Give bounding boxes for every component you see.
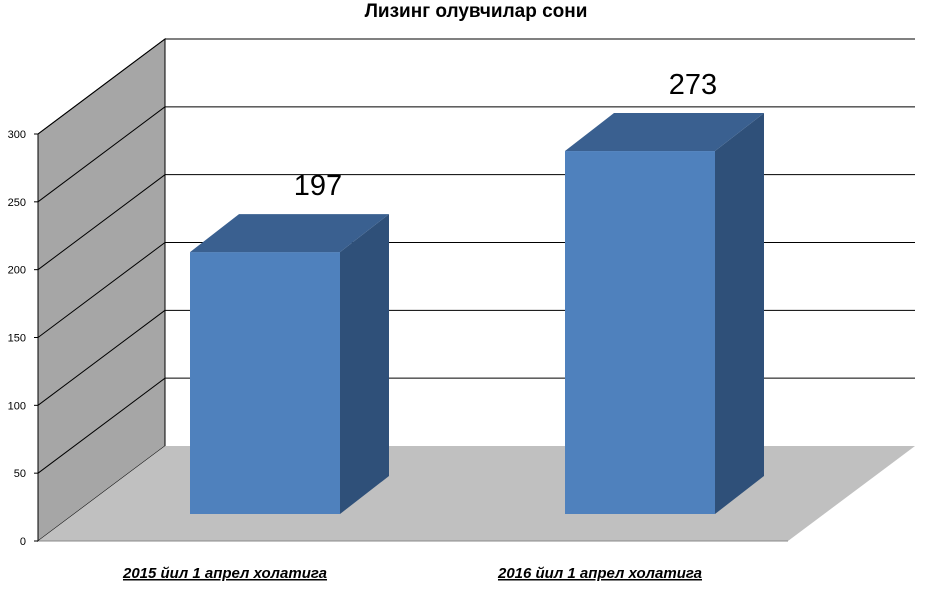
bar-top <box>190 214 389 253</box>
y-axis-ticks: 0 50 100 150 200 250 300 <box>8 129 26 548</box>
y-tick-label: 250 <box>8 197 26 209</box>
gridline-side <box>37 377 166 474</box>
gridline-side <box>37 242 166 338</box>
y-tick-label: 200 <box>8 265 26 277</box>
gridline-side <box>37 309 166 406</box>
category-labels: 2015 йил 1 апрел холатига 2016 йил 1 апре… <box>122 565 702 582</box>
data-label: 273 <box>669 69 717 101</box>
gridline-side <box>37 38 166 135</box>
bar-front <box>190 252 340 514</box>
y-tick-label: 0 <box>20 536 26 548</box>
bar-side <box>715 113 764 514</box>
bars <box>190 113 764 514</box>
category-label: 2016 йил 1 апрел холатига <box>497 565 702 582</box>
y-tick-label: 50 <box>14 468 26 480</box>
data-label: 197 <box>294 170 342 202</box>
data-labels: 197 273 <box>294 69 717 202</box>
gridline-side <box>37 106 166 203</box>
y-tick-label: 300 <box>8 129 26 141</box>
gridline-side <box>37 174 166 271</box>
category-label: 2015 йил 1 апрел холатига <box>122 565 327 582</box>
bar-side <box>340 214 389 514</box>
y-tick-label: 150 <box>8 333 26 345</box>
bar-top <box>565 113 764 152</box>
y-tick-label: 100 <box>8 400 26 412</box>
floor <box>38 446 915 541</box>
chart-walls <box>37 38 915 542</box>
bar-front <box>565 151 715 514</box>
chart-title: Лизинг олувчилар сони <box>365 1 588 22</box>
